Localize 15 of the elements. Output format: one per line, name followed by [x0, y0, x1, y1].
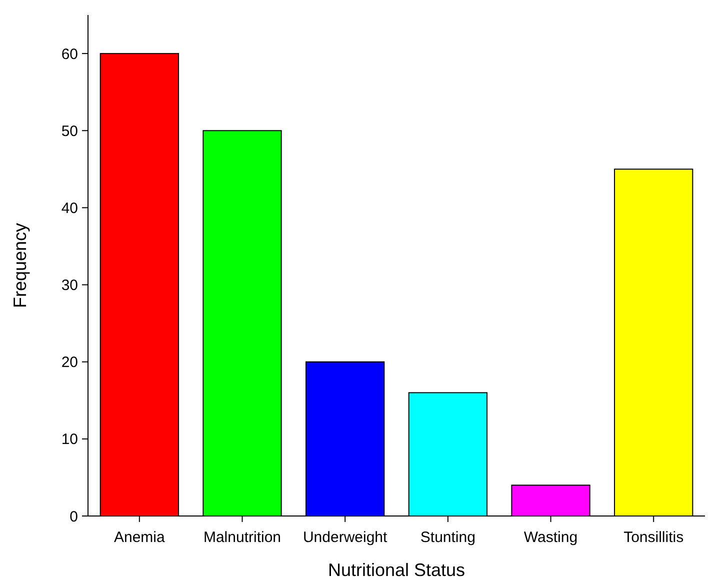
- x-tick-label: Anemia: [114, 529, 166, 546]
- x-tick-label: Underweight: [302, 529, 388, 546]
- y-axis-title: Frequency: [10, 222, 30, 308]
- y-tick-label: 30: [61, 277, 78, 294]
- y-tick-label: 50: [61, 122, 78, 140]
- y-tick-label: 60: [61, 46, 78, 63]
- y-tick-label: 0: [70, 508, 78, 526]
- x-axis-title: Nutritional Status: [328, 560, 466, 580]
- x-tick-label: Wasting: [524, 529, 578, 546]
- x-tick-label: Tonsillitis: [624, 529, 684, 546]
- y-tick-label: 40: [61, 200, 78, 217]
- x-tick-label: Malnutrition: [203, 529, 282, 546]
- y-tick-label: 10: [61, 431, 78, 448]
- x-tick-label: Stunting: [420, 529, 476, 546]
- y-tick-label: 20: [61, 354, 78, 372]
